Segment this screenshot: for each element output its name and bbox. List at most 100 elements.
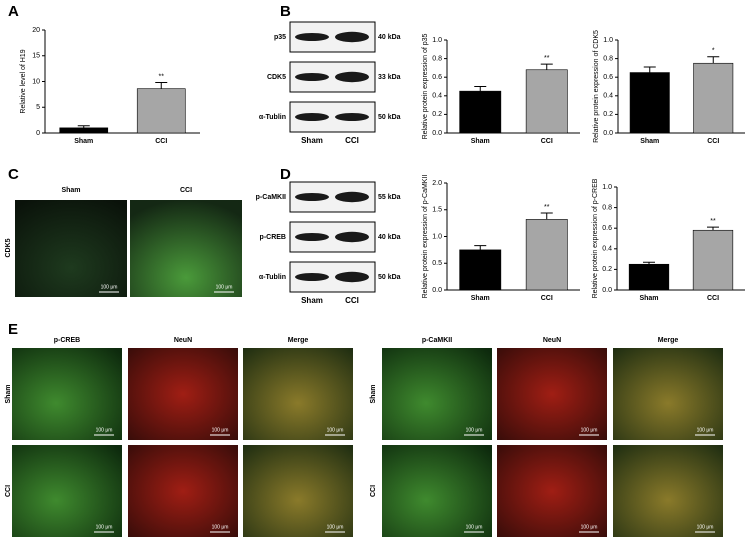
protein-label: α-Tublin	[259, 274, 286, 281]
column-label: Merge	[658, 337, 679, 344]
size-label: 40 kDa	[378, 34, 401, 41]
protein-label: p35	[274, 34, 286, 41]
blot-band	[295, 273, 329, 281]
x-tick-label: CCI	[541, 295, 553, 302]
size-label: 50 kDa	[378, 274, 401, 281]
blot-band	[335, 191, 369, 203]
y-tick-label: 0.2	[602, 266, 612, 273]
y-axis-label: Relative protein expression of p-CaMKII	[422, 175, 429, 299]
y-tick-label: 1.0	[432, 37, 442, 44]
protein-label: CDK5	[267, 74, 286, 81]
y-tick-label: 2.0	[432, 180, 442, 187]
scale-bar-label: 100 μm	[581, 427, 598, 433]
blot-band	[295, 73, 329, 81]
row-label: Sham	[370, 384, 377, 403]
micrograph	[12, 445, 122, 537]
micrograph	[497, 445, 607, 537]
scale-bar-label: 100 μm	[96, 524, 113, 530]
column-label: p-CREB	[54, 337, 80, 344]
x-tick-label: Sham	[74, 138, 93, 145]
row-label: CCI	[370, 485, 377, 497]
scale-bar-label: 100 μm	[212, 427, 229, 433]
x-tick-label: Sham	[640, 138, 659, 145]
micrograph	[382, 348, 492, 440]
scale-bar-label: 100 μm	[96, 427, 113, 433]
error-bar	[540, 63, 553, 70]
error-bar	[540, 212, 553, 220]
blot-band	[295, 113, 329, 121]
x-tick-label: CCI	[707, 138, 719, 145]
column-label: NeuN	[174, 337, 192, 344]
panel-label: E	[8, 321, 18, 338]
x-tick-label: Sham	[471, 295, 490, 302]
panel-label: D	[280, 166, 291, 183]
scale-bar-label: 100 μm	[216, 284, 233, 290]
y-axis-label: Relative protein expression of p-CREB	[592, 178, 599, 298]
significance: *	[712, 48, 715, 55]
y-tick-label: 1.5	[432, 207, 442, 214]
bar	[629, 72, 670, 134]
y-tick-label: 0.4	[602, 246, 612, 253]
y-tick-label: 1.0	[603, 37, 613, 44]
column-label: NeuN	[543, 337, 561, 344]
blot-band	[335, 113, 369, 121]
micrograph	[382, 445, 492, 537]
y-axis-label: Relative protein expression of CDK5	[593, 30, 600, 143]
bar	[459, 249, 502, 291]
row-label: CDK5	[5, 238, 12, 257]
scale-bar-label: 100 μm	[581, 524, 598, 530]
column-label: Sham	[61, 187, 80, 194]
bar	[693, 62, 734, 134]
scale-bar-label: 100 μm	[466, 524, 483, 530]
column-label: p-CaMKII	[422, 337, 452, 344]
bar	[525, 69, 568, 134]
y-tick-label: 0.6	[432, 74, 442, 81]
y-axis-label: Relative level of H19	[20, 49, 27, 113]
y-tick-label: 10	[32, 78, 40, 85]
y-tick-label: 0.0	[432, 287, 442, 294]
panel-label: A	[8, 3, 19, 20]
row-label: CCI	[5, 485, 12, 497]
error-bar	[474, 86, 487, 92]
error-bar	[77, 125, 90, 128]
error-bar	[707, 226, 719, 231]
micrograph	[128, 445, 238, 537]
significance: **	[544, 55, 550, 62]
y-tick-label: 0.6	[603, 74, 613, 81]
micrograph	[128, 348, 238, 440]
blot-band	[335, 71, 369, 83]
y-tick-label: 1.0	[602, 184, 612, 191]
lane-label: Sham	[301, 136, 323, 145]
bar	[628, 263, 670, 291]
protein-label: p-CREB	[260, 234, 286, 241]
panel-label: B	[280, 3, 291, 20]
y-tick-label: 0.8	[603, 55, 613, 62]
scale-bar-label: 100 μm	[466, 427, 483, 433]
x-tick-label: Sham	[471, 138, 490, 145]
bar	[692, 229, 734, 291]
blot-band	[335, 271, 369, 283]
micrograph	[130, 200, 242, 297]
scale-bar-label: 100 μm	[697, 427, 714, 433]
y-tick-label: 0.4	[603, 93, 613, 100]
row-label: Sham	[5, 384, 12, 403]
bar	[59, 127, 109, 134]
bar	[136, 88, 186, 134]
significance: **	[544, 204, 550, 211]
micrograph	[613, 445, 723, 537]
scale-bar-label: 100 μm	[101, 284, 118, 290]
y-tick-label: 0.2	[603, 111, 613, 118]
y-tick-label: 0	[36, 130, 40, 137]
y-tick-label: 0.0	[603, 130, 613, 137]
blot-band	[295, 33, 329, 41]
significance: **	[710, 218, 716, 225]
error-bar	[643, 66, 656, 73]
y-tick-label: 0.0	[602, 287, 612, 294]
size-label: 55 kDa	[378, 194, 401, 201]
column-label: Merge	[288, 337, 309, 344]
protein-label: α-Tublin	[259, 114, 286, 121]
x-tick-label: CCI	[707, 295, 719, 302]
scale-bar-label: 100 μm	[327, 427, 344, 433]
y-tick-label: 0.8	[602, 204, 612, 211]
bar	[459, 90, 502, 134]
